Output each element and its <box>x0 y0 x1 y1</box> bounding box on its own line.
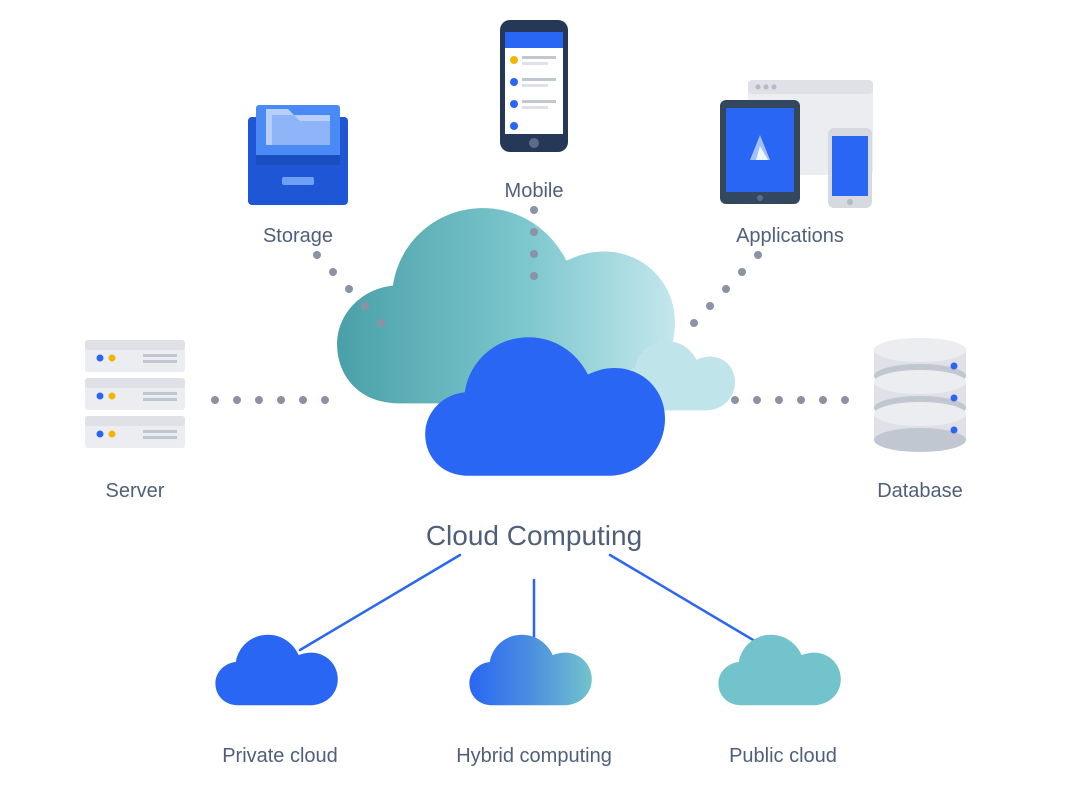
branch-cloud-private <box>215 635 337 706</box>
diagram-stage: Server Storage Mobile Applications Datab… <box>0 0 1068 788</box>
server-icon <box>85 340 185 448</box>
center-title: Cloud Computing <box>426 520 642 552</box>
branch-cloud-hybrid <box>469 635 591 706</box>
mobile-icon <box>500 20 568 152</box>
branch-cloud-public <box>718 635 840 706</box>
label-database: Database <box>877 480 963 503</box>
applications-icon <box>720 80 873 208</box>
label-hybrid-computing: Hybrid computing <box>456 745 612 768</box>
database-icon <box>874 338 966 452</box>
label-mobile: Mobile <box>505 180 564 203</box>
scene-svg <box>0 0 1068 788</box>
label-server: Server <box>106 480 165 503</box>
branch-lines <box>300 555 770 650</box>
label-public-cloud: Public cloud <box>729 745 837 768</box>
storage-icon <box>248 105 348 205</box>
label-applications: Applications <box>736 225 844 248</box>
label-private-cloud: Private cloud <box>222 745 338 768</box>
label-storage: Storage <box>263 225 333 248</box>
